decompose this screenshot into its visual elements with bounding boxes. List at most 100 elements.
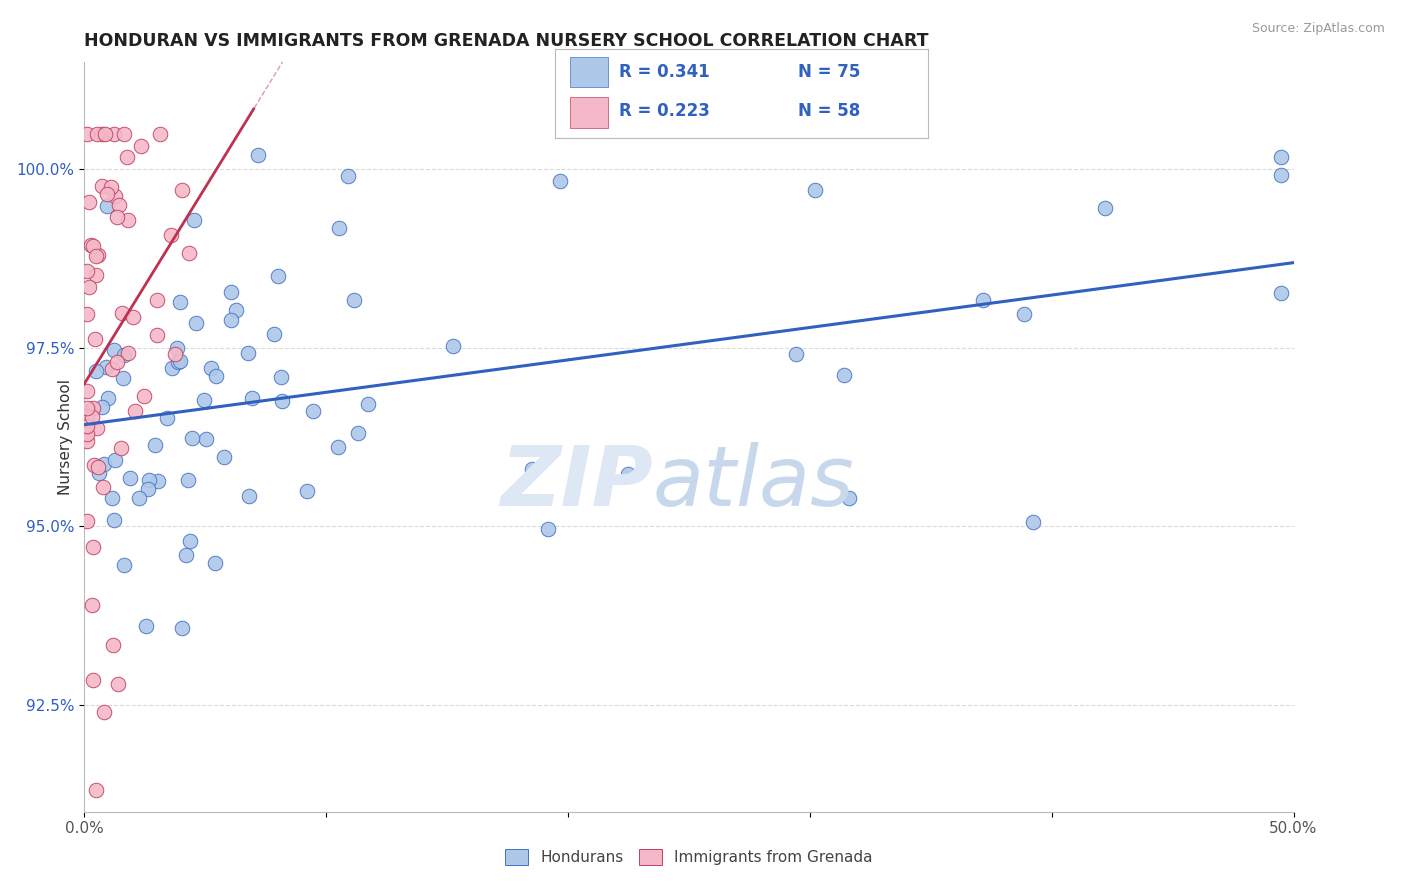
Point — [100, 180, 122, 194]
Point — [89, 467, 111, 481]
Text: N = 75: N = 75 — [797, 62, 860, 81]
Point — [107, 355, 129, 369]
Point — [103, 513, 125, 527]
Point — [117, 149, 139, 163]
Point — [297, 483, 319, 498]
Point — [169, 354, 191, 368]
Point — [177, 473, 200, 487]
Point — [110, 442, 132, 456]
Point — [159, 227, 181, 242]
Point — [219, 285, 242, 299]
Point — [270, 369, 292, 384]
Point — [972, 293, 994, 308]
Point — [87, 459, 110, 474]
Point — [143, 438, 166, 452]
Point — [212, 450, 235, 465]
Point — [91, 480, 114, 494]
Point — [84, 249, 107, 263]
Point — [441, 339, 464, 353]
Text: Source: ZipAtlas.com: Source: ZipAtlas.com — [1251, 22, 1385, 36]
Point — [134, 389, 156, 403]
Point — [832, 368, 855, 383]
Point — [94, 127, 117, 141]
Point — [180, 431, 202, 445]
Point — [94, 359, 117, 374]
Legend: Hondurans, Immigrants from Grenada: Hondurans, Immigrants from Grenada — [499, 843, 879, 871]
Point — [124, 404, 146, 418]
Point — [155, 410, 177, 425]
Point — [550, 174, 572, 188]
Point — [96, 199, 118, 213]
Point — [1270, 286, 1292, 301]
Point — [82, 599, 104, 613]
Point — [103, 343, 125, 357]
Point — [83, 458, 105, 473]
Point — [110, 305, 132, 319]
Point — [271, 394, 294, 409]
Point — [146, 474, 169, 488]
Point — [82, 541, 104, 555]
Point — [76, 384, 98, 398]
Point — [96, 186, 118, 201]
Point — [112, 558, 135, 572]
Point — [1270, 150, 1292, 164]
Point — [1022, 516, 1045, 530]
Point — [122, 310, 145, 325]
Point — [104, 189, 127, 203]
Point — [83, 332, 105, 346]
Point — [219, 313, 242, 327]
Bar — [571, 57, 607, 87]
Point — [76, 434, 98, 449]
Point — [172, 183, 194, 197]
Point — [80, 238, 103, 252]
Point — [263, 327, 285, 342]
Point — [117, 212, 139, 227]
Point — [328, 220, 350, 235]
Point — [103, 452, 125, 467]
Point — [246, 148, 269, 162]
Point — [160, 360, 183, 375]
Text: HONDURAN VS IMMIGRANTS FROM GRENADA NURSERY SCHOOL CORRELATION CHART: HONDURAN VS IMMIGRANTS FROM GRENADA NURS… — [84, 32, 929, 50]
Point — [194, 432, 217, 446]
Point — [193, 393, 215, 408]
Point — [146, 327, 169, 342]
Point — [146, 293, 169, 307]
Point — [167, 354, 190, 368]
Point — [107, 677, 129, 691]
Text: ZIP: ZIP — [501, 442, 652, 523]
Point — [76, 401, 98, 416]
Point — [100, 491, 122, 505]
Point — [86, 783, 108, 797]
Point — [76, 409, 98, 423]
Point — [112, 348, 135, 362]
Point — [108, 197, 131, 211]
Point — [136, 483, 159, 497]
Point — [617, 467, 640, 481]
Point — [82, 673, 104, 687]
Point — [76, 127, 98, 141]
Point — [163, 346, 186, 360]
Point — [785, 347, 807, 361]
Point — [343, 293, 366, 308]
Point — [128, 491, 150, 505]
Point — [169, 294, 191, 309]
Point — [84, 364, 107, 378]
Point — [346, 426, 368, 441]
Point — [91, 400, 114, 414]
Point — [225, 303, 247, 318]
Point — [107, 211, 129, 225]
Point — [200, 361, 222, 376]
Point — [240, 391, 263, 405]
Point — [90, 127, 112, 141]
Point — [112, 371, 135, 385]
Point — [266, 269, 288, 284]
Point — [177, 246, 200, 260]
Point — [166, 341, 188, 355]
Point — [76, 514, 98, 528]
Point — [82, 239, 104, 253]
Y-axis label: Nursery School: Nursery School — [58, 379, 73, 495]
Point — [93, 705, 115, 719]
Point — [82, 401, 104, 415]
Point — [86, 127, 108, 141]
Text: R = 0.341: R = 0.341 — [619, 62, 710, 81]
